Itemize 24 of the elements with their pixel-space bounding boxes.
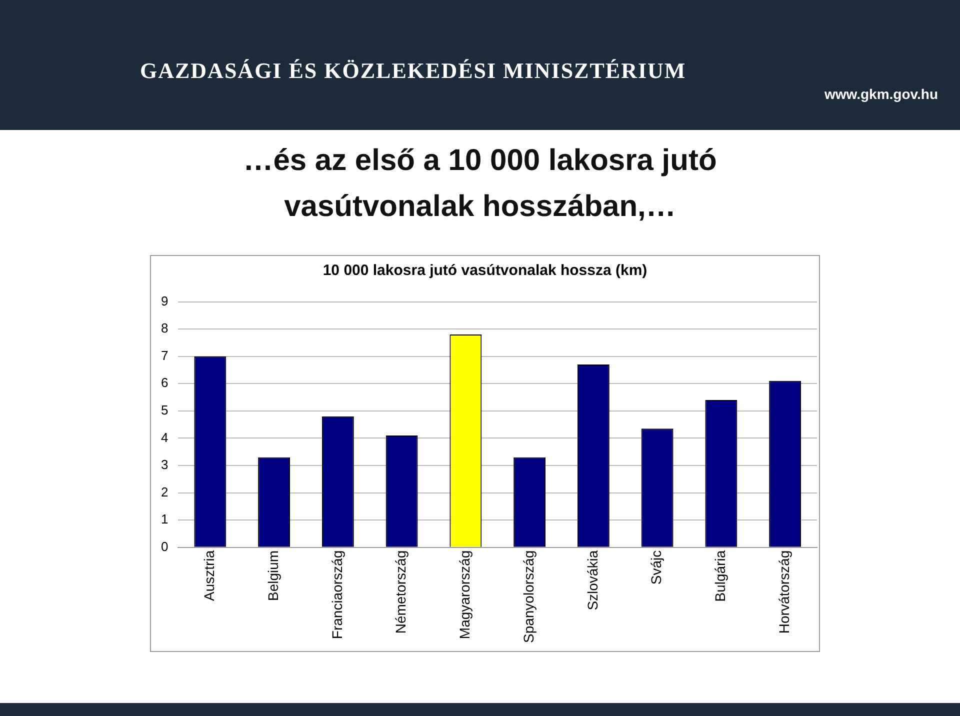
- text: www.gkm.gov.hu: [824, 86, 938, 102]
- x-tick-label: Spanyolország: [520, 550, 536, 644]
- chart-subtitle: 10 000 lakosra jutó vasútvonalak hossza (km): [322, 262, 648, 279]
- y-tick-label: 4: [160, 430, 168, 445]
- y-tick-label: 9: [160, 293, 168, 308]
- x-tick-label: Szlovákia: [584, 550, 600, 610]
- x-tick-label: Franciaország: [328, 550, 345, 640]
- y-tick-label: 2: [160, 484, 168, 500]
- x-tick-label: Svájc: [648, 550, 664, 585]
- text: GAZDASÁGI ÉS KÖZLEKEDÉSI MINISZTÉRIUM: [140, 58, 686, 84]
- y-tick-label: 8: [160, 320, 168, 336]
- y-tick-label: 7: [160, 348, 168, 363]
- y-tick-label: 1: [160, 512, 168, 527]
- y-tick-label: 0: [160, 538, 168, 554]
- x-tick-label: Horvátország: [776, 550, 792, 634]
- x-tick-label: Belgium: [264, 550, 281, 601]
- y-tick-label: 6: [160, 375, 168, 390]
- x-tick-label: Magyarország: [456, 550, 473, 640]
- x-tick-label: Németország: [392, 550, 409, 634]
- x-tick-label: Ausztria: [201, 550, 218, 601]
- y-tick-label: 5: [160, 402, 168, 418]
- x-tick-label: Bulgária: [712, 550, 728, 602]
- chart-title: …és az első a 10 000 lakosra jutó vasútvonalak hosszában,…: [242, 143, 718, 225]
- y-tick-label: 3: [160, 457, 168, 472]
